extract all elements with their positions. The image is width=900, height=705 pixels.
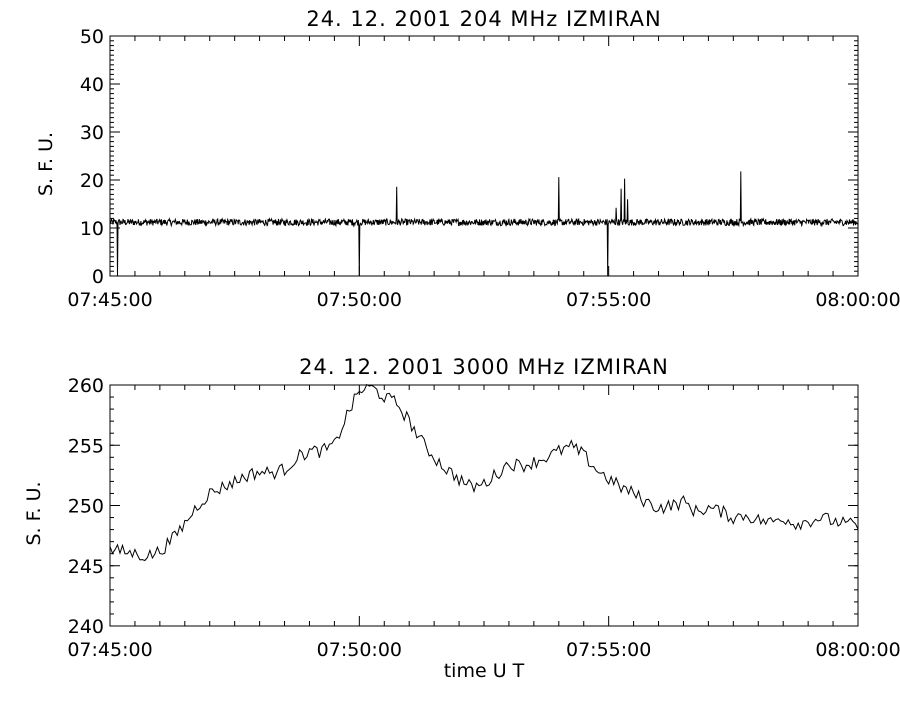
x-tick-label: 07:55:00 [566, 639, 651, 661]
y-tick-label: 0 [92, 266, 104, 288]
y-tick-label: 20 [80, 170, 104, 192]
series-line [109, 383, 859, 562]
chart-title: 24. 12. 2001 204 MHz IZMIRAN [306, 7, 661, 31]
plot-frame [109, 384, 859, 627]
x-tick-label: 07:45:00 [67, 639, 152, 661]
chart-title: 24. 12. 2001 3000 MHz IZMIRAN [299, 355, 669, 379]
x-tick-label: 08:00:00 [815, 639, 900, 661]
x-tick-label: 07:45:00 [67, 289, 152, 311]
y-tick-label: 255 [68, 435, 104, 457]
chart-panel-1: 24. 12. 2001 204 MHz IZMIRAN 0 10 20 30 40 50 0… [35, 7, 900, 311]
series-line [109, 171, 859, 277]
y-tick-label: 40 [80, 74, 104, 96]
x-tick-label: 07:55:00 [566, 289, 651, 311]
x-tick-label: 07:50:00 [317, 289, 402, 311]
x-tick-label: 07:50:00 [317, 639, 402, 661]
x-axis-label: time U T [444, 660, 525, 682]
y-tick-label: 245 [68, 556, 104, 578]
chart-panel-2: 24. 12. 2001 3000 MHz IZMIRAN 240 245 250 25… [23, 355, 900, 682]
y-axis-label: S. F. U. [23, 481, 45, 545]
y-tick-label: 260 [68, 375, 104, 397]
y-tick-label: 30 [80, 122, 104, 144]
y-axis-label: S. F. U. [35, 132, 57, 196]
y-tick-label: 250 [68, 496, 104, 518]
y-tick-label: 10 [80, 218, 104, 240]
x-tick-label: 08:00:00 [815, 289, 900, 311]
y-tick-label: 240 [68, 616, 104, 638]
plot-frame [109, 35, 859, 277]
y-tick-label: 50 [80, 26, 104, 48]
